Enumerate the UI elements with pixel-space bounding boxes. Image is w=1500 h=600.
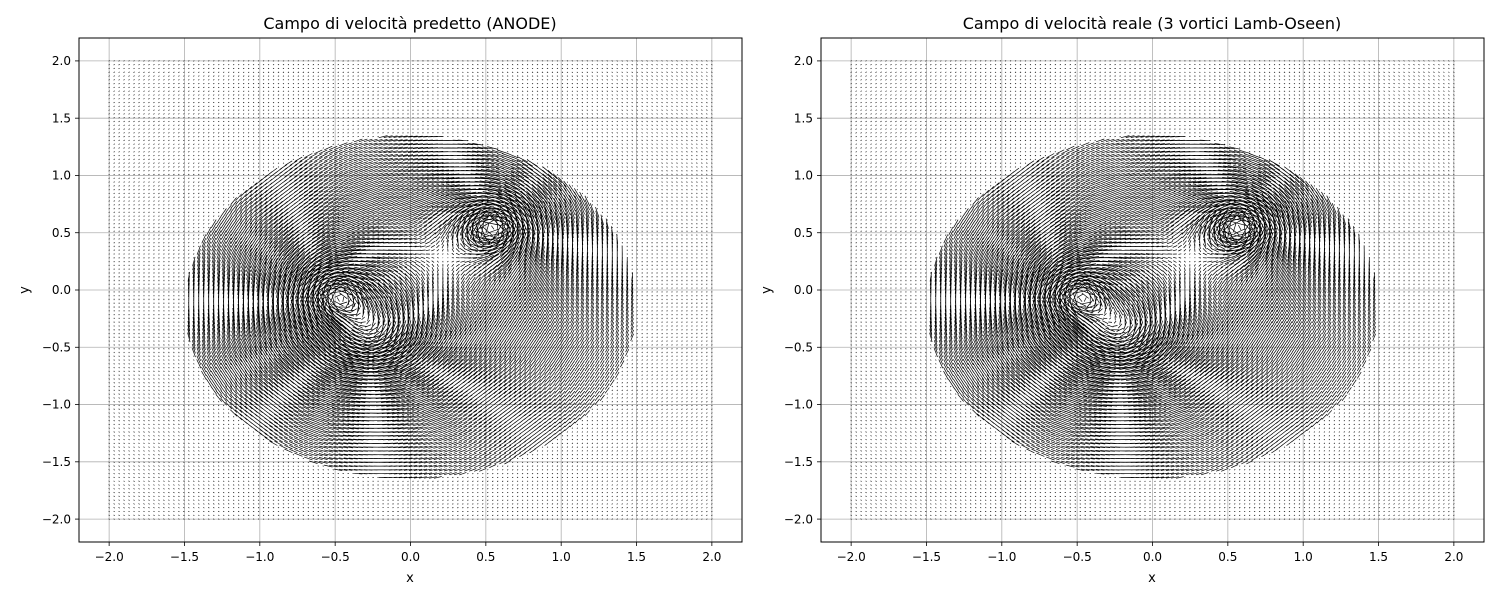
right-title: Campo di velocità reale (3 vortici Lamb-… bbox=[963, 14, 1342, 33]
left-x-tick-label: 2.0 bbox=[702, 550, 721, 564]
right-y-tick-label: −2.0 bbox=[784, 512, 813, 526]
left-y-tick-label: −1.5 bbox=[42, 455, 71, 469]
right-panel: Campo di velocità reale (3 vortici Lamb-… bbox=[760, 14, 1485, 586]
left-y-tick-label: 1.0 bbox=[52, 169, 71, 183]
left-quiver-arrows bbox=[108, 60, 713, 520]
left-y-tick-label: 0.5 bbox=[52, 226, 71, 240]
right-y-tick-label: −0.5 bbox=[784, 340, 813, 354]
right-y-tick-label: −1.5 bbox=[784, 455, 813, 469]
left-ticks: −2.0 −1.5 −1.0 −0.5 0.0 0.5 1.0 1.5 2.0 −2.0 −1.5 −… bbox=[42, 54, 722, 564]
left-x-tick-label: 1.0 bbox=[552, 550, 571, 564]
left-x-tick-label: 1.5 bbox=[627, 550, 646, 564]
right-y-tick-label: 1.5 bbox=[794, 111, 813, 125]
left-x-tick-label: −1.0 bbox=[245, 550, 274, 564]
right-y-tick-label: 0.0 bbox=[794, 283, 813, 297]
right-x-tick-label: 1.5 bbox=[1369, 550, 1388, 564]
left-x-axis-label: x bbox=[406, 571, 414, 586]
right-quiver-arrows bbox=[850, 60, 1455, 520]
right-x-tick-label: −1.0 bbox=[987, 550, 1016, 564]
right-x-axis-label: x bbox=[1148, 571, 1156, 586]
left-x-tick-label: −1.5 bbox=[170, 550, 199, 564]
left-y-tick-label: −1.0 bbox=[42, 398, 71, 412]
right-x-tick-label: 2.0 bbox=[1444, 550, 1463, 564]
left-y-tick-label: 1.5 bbox=[52, 111, 71, 125]
right-ticks: −2.0 −1.5 −1.0 −0.5 0.0 0.5 1.0 1.5 2.0 −2.0 −1.5 −… bbox=[784, 54, 1464, 564]
left-x-tick-label: −2.0 bbox=[95, 550, 124, 564]
right-y-tick-label: 2.0 bbox=[794, 54, 813, 68]
right-x-tick-label: −0.5 bbox=[1063, 550, 1092, 564]
right-y-axis-label: y bbox=[760, 286, 775, 294]
left-y-tick-label: 2.0 bbox=[52, 54, 71, 68]
right-x-tick-label: 0.5 bbox=[1218, 550, 1237, 564]
left-title: Campo di velocità predetto (ANODE) bbox=[263, 14, 556, 33]
left-y-tick-label: −0.5 bbox=[42, 340, 71, 354]
right-y-tick-label: 0.5 bbox=[794, 226, 813, 240]
left-x-tick-label: 0.5 bbox=[476, 550, 495, 564]
left-panel: Campo di velocità predetto (ANODE) −2.0−… bbox=[18, 14, 743, 586]
right-y-tick-label: 1.0 bbox=[794, 169, 813, 183]
left-y-tick-label: 0.0 bbox=[52, 283, 71, 297]
left-x-tick-label: 0.0 bbox=[401, 550, 420, 564]
right-x-tick-label: −1.5 bbox=[912, 550, 941, 564]
right-x-tick-label: 0.0 bbox=[1143, 550, 1162, 564]
right-x-tick-label: −2.0 bbox=[837, 550, 866, 564]
right-x-tick-label: 1.0 bbox=[1294, 550, 1313, 564]
left-velocity-field bbox=[108, 60, 713, 520]
right-velocity-field bbox=[850, 60, 1455, 520]
left-x-tick-label: −0.5 bbox=[321, 550, 350, 564]
left-y-axis-label: y bbox=[18, 286, 33, 294]
right-y-tick-label: −1.0 bbox=[784, 398, 813, 412]
left-y-tick-label: −2.0 bbox=[42, 512, 71, 526]
